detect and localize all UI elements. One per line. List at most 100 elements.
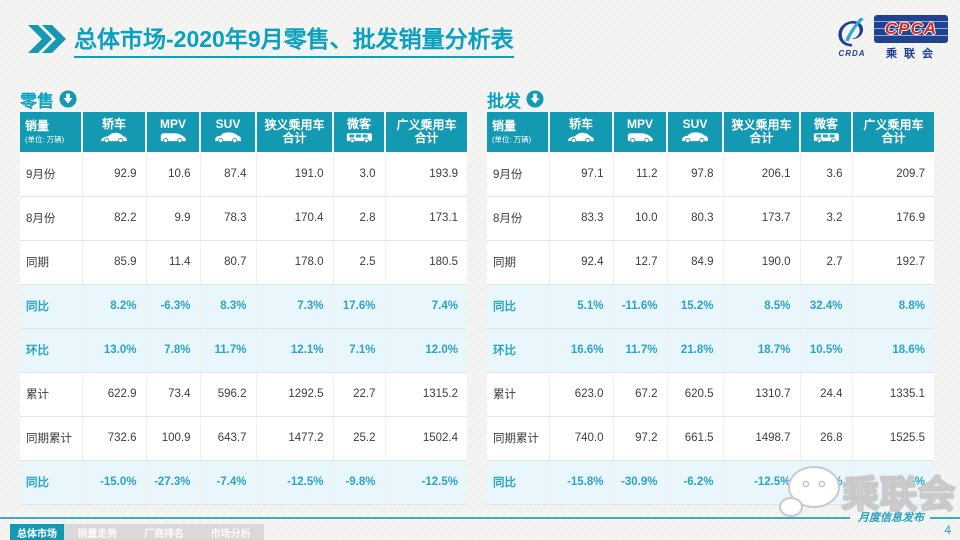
value-cell: 83.3	[549, 196, 614, 241]
retail-panel: 零售 销量 (单位: 万辆) 轿车 MPV SUV 狭义乘用车 合计 微客 广义乘用车 合计 9月份…	[20, 86, 467, 505]
column-header-narrow-pv-total: 狭义乘用车 合计	[256, 112, 334, 152]
value-cell: 12.0%	[385, 328, 467, 373]
value-cell: 7.8%	[146, 328, 201, 373]
column-header-suv: SUV	[200, 112, 257, 152]
wechat-badge: 乘联会	[778, 463, 956, 519]
value-cell: 18.6%	[852, 328, 934, 373]
row-label: 同期累计	[487, 416, 550, 461]
cpca-logo: CRDA CPCA 乘联会	[835, 15, 948, 61]
crda-label: CRDA	[838, 49, 866, 58]
value-cell: -12.5%	[723, 460, 801, 505]
value-cell: 180.5	[385, 240, 467, 285]
tab-oem-ranking[interactable]: 厂商排名	[143, 528, 184, 540]
value-cell: -12.5%	[852, 460, 934, 505]
value-cell: 12.7	[613, 240, 668, 285]
table-row: 同期累计 740.0 97.2 661.5 1498.7 26.8 1525.5	[487, 416, 934, 461]
tab-overall-market[interactable]: 总体市场	[10, 524, 64, 540]
value-cell: 18.7%	[723, 328, 801, 373]
value-cell: 2.7	[800, 240, 853, 285]
value-cell: 8.2%	[82, 284, 147, 329]
value-cell: 78.3	[200, 196, 257, 241]
row-label: 8月份	[20, 196, 83, 241]
value-cell: -7.4%	[200, 460, 257, 505]
row-label: 环比	[20, 328, 83, 373]
value-cell: 92.4	[549, 240, 614, 285]
value-cell: 22.7	[333, 372, 386, 417]
value-cell: 206.1	[723, 152, 801, 197]
value-cell: 24.4	[800, 372, 853, 417]
value-cell: 82.2	[82, 196, 147, 241]
column-label: 销量	[25, 118, 50, 133]
row-label: 9月份	[487, 152, 550, 197]
value-cell: 623.0	[549, 372, 614, 417]
column-label: 广义乘用车	[396, 118, 457, 132]
row-label: 累计	[20, 372, 83, 417]
column-label: SUV	[215, 117, 241, 131]
value-cell: 10.5%	[800, 328, 853, 373]
value-cell: -15.8%	[549, 460, 614, 505]
table-row: 同比 -15.0% -27.3% -7.4% -12.5% -9.8% -12.5%	[20, 460, 467, 505]
value-cell: 16.6%	[549, 328, 614, 373]
wechat-icon	[779, 466, 840, 517]
table-row: 8月份 83.3 10.0 80.3 173.7 3.2 176.9	[487, 196, 934, 241]
value-cell: 87.4	[200, 152, 257, 197]
value-cell: 7.4%	[385, 284, 467, 329]
table-row: 同比 8.2% -6.3% 8.3% 7.3% 17.6% 7.4%	[20, 284, 467, 329]
suv-icon	[668, 132, 722, 146]
value-cell: 661.5	[667, 416, 724, 461]
column-header-sedan: 轿车	[82, 112, 147, 152]
table-row: 累计 622.9 73.4 596.2 1292.5 22.7 1315.2	[20, 372, 467, 417]
crda-swirl-icon	[838, 17, 864, 47]
footer-rule-right	[930, 517, 960, 519]
footer-tabs: 总体市场 销量走势 厂商排名 市场分析	[10, 524, 264, 540]
value-cell: 10.0	[613, 196, 668, 241]
wholesale-panel: 批发 销量 (单位: 万辆) 轿车 MPV SUV 狭义乘用车 合计 微客 广义乘用车 合计 9月份…	[487, 86, 934, 505]
inactive-tab-strip: 销量走势 厂商排名 市场分析	[64, 524, 264, 540]
column-label: 广义乘用车	[863, 118, 924, 132]
column-label: SUV	[682, 117, 708, 131]
value-cell: 1525.5	[852, 416, 934, 461]
value-cell: 100.9	[146, 416, 201, 461]
table-row: 9月份 92.9 10.6 87.4 191.0 3.0 193.9	[20, 152, 467, 197]
page-number: 4	[944, 523, 951, 537]
van-icon	[801, 132, 851, 146]
value-cell: 9.9	[146, 196, 201, 241]
value-cell: 21.8%	[667, 328, 724, 373]
van-icon	[334, 132, 384, 146]
suv-icon	[201, 132, 255, 146]
value-cell: 84.9	[667, 240, 724, 285]
value-cell: 97.1	[549, 152, 614, 197]
value-cell: -9.8%	[333, 460, 386, 505]
value-cell: 193.9	[385, 152, 467, 197]
value-cell: 80.3	[667, 196, 724, 241]
table-row: 同期 92.4 12.7 84.9 190.0 2.7 192.7	[487, 240, 934, 285]
value-cell: 622.9	[82, 372, 147, 417]
value-cell: -6.3%	[146, 284, 201, 329]
value-cell: 191.0	[256, 152, 334, 197]
table-row: 同比-15.8%-30.9%-6.2%-12.5%-9.1%-12.5%	[487, 460, 934, 505]
row-label: 环比	[487, 328, 550, 373]
column-sublabel: (单位: 万辆)	[25, 134, 65, 144]
wholesale-table: 销量 (单位: 万辆) 轿车 MPV SUV 狭义乘用车 合计 微客 广义乘用车 合计 9月份 97.…	[487, 112, 934, 505]
value-cell: -11.6%	[613, 284, 668, 329]
tab-sales-trend[interactable]: 销量走势	[77, 528, 118, 540]
tab-market-analysis[interactable]: 市场分析	[210, 528, 251, 540]
value-cell: 596.2	[200, 372, 257, 417]
column-label-line2: 合计	[414, 131, 439, 145]
column-header-microvan: 微客	[333, 112, 386, 152]
column-label: MPV	[626, 117, 653, 131]
value-cell: 170.4	[256, 196, 334, 241]
row-label: 同期	[20, 240, 83, 285]
column-header-sales: 销量 (单位: 万辆)	[20, 112, 83, 152]
column-label: 轿车	[568, 117, 593, 131]
value-cell: 73.4	[146, 372, 201, 417]
column-label: 狭义乘用车	[731, 118, 792, 132]
wechat-org-label: 乘联会	[841, 473, 956, 516]
table-row: 环比 13.0% 7.8% 11.7% 12.1% 7.1% 12.0%	[20, 328, 467, 373]
value-cell: 15.2%	[667, 284, 724, 329]
table-row: 同期 85.9 11.4 80.7 178.0 2.5 180.5	[20, 240, 467, 285]
value-cell: 11.2	[613, 152, 668, 197]
page-title-section: 总体市场	[74, 26, 166, 52]
table-row: 环比 16.6% 11.7% 21.8% 18.7% 10.5% 18.6%	[487, 328, 934, 373]
column-label-line2: 合计	[282, 131, 307, 145]
